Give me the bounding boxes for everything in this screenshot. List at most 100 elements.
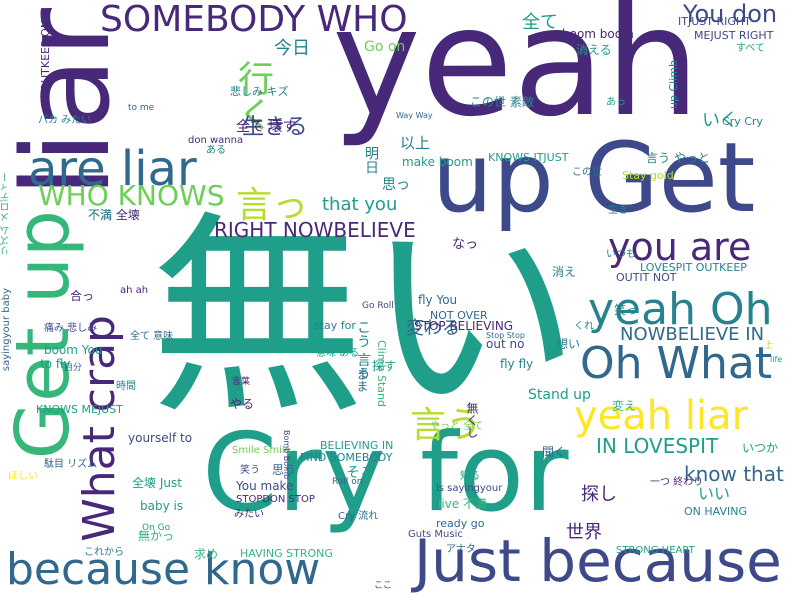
cloud-word: いい bbox=[698, 484, 731, 503]
cloud-word: 変わる bbox=[406, 318, 460, 339]
cloud-word: yeah bbox=[332, 0, 701, 150]
cloud-word: Climb Stand bbox=[375, 340, 388, 407]
cloud-word: 不満 全壊 bbox=[88, 208, 140, 222]
cloud-word: 言っ bbox=[236, 185, 309, 226]
cloud-word: up Climb bbox=[667, 60, 680, 109]
cloud-word: You don bbox=[683, 0, 778, 28]
cloud-word: Cry 流れ bbox=[338, 511, 379, 522]
cloud-word: NOT OVER bbox=[430, 309, 488, 322]
cloud-word: out no bbox=[486, 337, 525, 351]
cloud-word: 生きる bbox=[242, 115, 308, 140]
cloud-word: Get up bbox=[0, 210, 86, 460]
cloud-word: OUTIT NOT bbox=[616, 271, 677, 284]
cloud-word: 今日 bbox=[274, 38, 310, 59]
cloud-word: 知る bbox=[460, 471, 480, 482]
cloud-word: 思っ bbox=[382, 177, 410, 193]
cloud-word: KNOWS ITJUST bbox=[488, 151, 569, 164]
cloud-word: 合っ bbox=[70, 289, 95, 303]
cloud-word: まま bbox=[355, 368, 369, 392]
cloud-word: ITJUST RIGHT bbox=[678, 15, 751, 28]
cloud-word: 自分 bbox=[64, 363, 83, 373]
cloud-word: 想い bbox=[556, 337, 581, 351]
cloud-word: くれ bbox=[574, 321, 594, 332]
cloud-word: SOMEBODY WHO bbox=[100, 0, 408, 40]
cloud-word: are liar bbox=[28, 141, 197, 197]
cloud-word: ah ah bbox=[120, 285, 149, 296]
cloud-word: ここ bbox=[374, 581, 393, 591]
cloud-word: 言う やっと bbox=[646, 151, 710, 165]
cloud-word: 全て bbox=[522, 12, 558, 33]
cloud-word: 変え bbox=[612, 399, 637, 413]
cloud-word: 探し bbox=[581, 484, 617, 505]
cloud-word: fly You bbox=[418, 293, 458, 307]
cloud-word: RIGHT NOWBELIEVE bbox=[214, 218, 416, 242]
cloud-word: 笑う bbox=[240, 465, 260, 476]
cloud-word: you are bbox=[608, 225, 752, 269]
cloud-word: ON HAVING bbox=[684, 505, 747, 518]
cloud-word: NOWBELIEVE IN bbox=[620, 324, 765, 345]
cloud-word: 意味 ある bbox=[316, 348, 360, 359]
cloud-word: yourself to bbox=[128, 431, 193, 445]
cloud-word: 全壊 Just bbox=[132, 476, 182, 490]
cloud-word: アナタ bbox=[446, 544, 476, 555]
cloud-word: いつか bbox=[742, 441, 779, 455]
cloud-word: Stand up bbox=[528, 387, 591, 403]
cloud-word: IN LOVESPIT bbox=[596, 434, 719, 458]
cloud-word: 世界 bbox=[566, 522, 602, 543]
cloud-word: to fly bbox=[40, 357, 71, 371]
cloud-word: 求め bbox=[194, 547, 219, 561]
cloud-word: あっ bbox=[606, 97, 626, 108]
cloud-word: boom boom bbox=[562, 27, 634, 41]
cloud-word: MEJUST RIGHT bbox=[694, 29, 774, 42]
cloud-word: 以上 bbox=[400, 134, 431, 152]
cloud-word: いく bbox=[702, 110, 738, 131]
cloud-word: fly fly bbox=[500, 357, 534, 371]
cloud-word: 聞く bbox=[542, 445, 567, 459]
cloud-word: Bomb Bomb bbox=[282, 430, 291, 480]
cloud-word: yeah liar bbox=[574, 393, 749, 439]
cloud-word: 不満 bbox=[88, 208, 113, 222]
cloud-word: STOP BELIEVING bbox=[414, 319, 514, 333]
cloud-word: stay for bbox=[314, 319, 356, 332]
cloud-word: FIND SOMEBODY bbox=[300, 451, 393, 464]
cloud-word: リズム メロディー bbox=[1, 172, 12, 256]
cloud-word: 消え bbox=[552, 265, 577, 279]
cloud-word: 明日 bbox=[363, 146, 379, 174]
cloud-word: 生き bbox=[608, 205, 628, 216]
cloud-word: 痛み 悲しみ bbox=[44, 323, 98, 334]
cloud-word: Smile Smile bbox=[232, 445, 291, 456]
cloud-word: life bbox=[770, 355, 783, 364]
cloud-word: WHO KNOWS bbox=[38, 179, 225, 212]
cloud-word: know that bbox=[684, 462, 784, 486]
cloud-word: みたい bbox=[234, 509, 264, 520]
cloud-word: ある bbox=[206, 145, 226, 156]
cloud-word: You make bbox=[236, 479, 294, 493]
cloud-word: 言葉 bbox=[232, 377, 251, 387]
cloud-word: 駄目 リズム bbox=[44, 459, 98, 470]
cloud-word: 悲しみ キズ bbox=[230, 85, 289, 98]
cloud-word: boom You bbox=[44, 343, 103, 357]
cloud-word: これから bbox=[84, 547, 124, 558]
cloud-word: Cry for bbox=[202, 411, 569, 536]
cloud-word: BELIEVING IN bbox=[320, 439, 394, 452]
cloud-word: up Get bbox=[432, 122, 756, 234]
cloud-word: 全て 意味 bbox=[130, 331, 174, 342]
cloud-word: Stop Stop bbox=[486, 331, 525, 340]
cloud-word: やっと 全て bbox=[430, 421, 484, 432]
cloud-word: 言う bbox=[410, 405, 483, 446]
cloud-word: STRONG HEART bbox=[616, 545, 695, 556]
cloud-word: KNOWS MEJUST bbox=[36, 403, 123, 416]
cloud-word: こう 言う bbox=[355, 320, 371, 381]
cloud-word: because know bbox=[6, 544, 321, 595]
cloud-word: Roll on bbox=[332, 477, 363, 487]
cloud-word: 全て 壊す bbox=[236, 119, 297, 135]
cloud-word: make boom bbox=[402, 155, 473, 169]
cloud-word: On Go bbox=[142, 523, 171, 533]
cloud-word: 思う bbox=[272, 463, 297, 477]
cloud-word: to me bbox=[128, 103, 155, 113]
cloud-word: 無かっ bbox=[138, 529, 175, 543]
cloud-word: Stay gold bbox=[622, 169, 674, 182]
cloud-word: Cry Cry bbox=[722, 115, 763, 128]
cloud-word: この世 素敵 bbox=[470, 95, 534, 109]
cloud-word: Oh What bbox=[580, 338, 773, 389]
